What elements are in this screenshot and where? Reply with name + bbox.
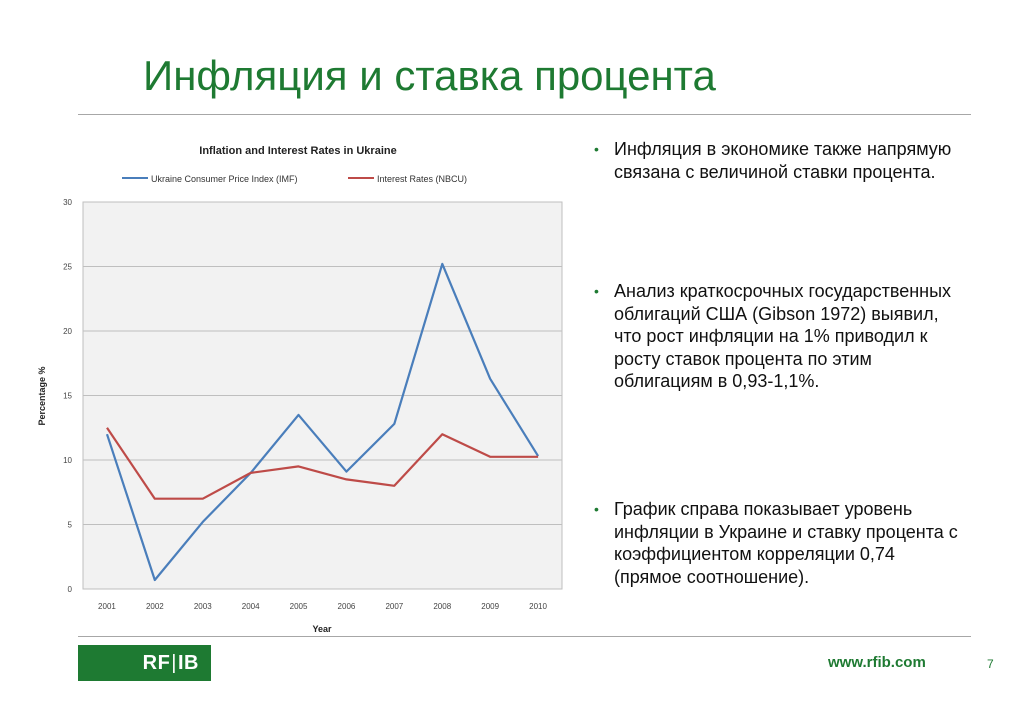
- chart-container: Inflation and Interest Rates in Ukraine …: [30, 130, 580, 640]
- chart-title: Inflation and Interest Rates in Ukraine: [199, 145, 396, 157]
- y-axis-label: Percentage %: [37, 366, 47, 425]
- x-tick-label: 2005: [290, 602, 308, 611]
- website-link[interactable]: www.rfib.com: [828, 654, 926, 671]
- bullet-item: • График справа показывает уровень инфля…: [594, 498, 964, 588]
- x-tick-label: 2002: [146, 602, 164, 611]
- page-number: 7: [987, 657, 994, 671]
- title-divider: [78, 114, 971, 115]
- series-line-cpi: [105, 262, 540, 582]
- y-tick-label: 25: [63, 263, 72, 272]
- bullet-item: • Анализ краткосрочных государственных о…: [594, 280, 964, 393]
- y-tick-label: 0: [68, 585, 73, 594]
- x-tick-label: 2003: [194, 602, 212, 611]
- legend-label-rate: Interest Rates (NBCU): [377, 174, 467, 184]
- bullet-text: Инфляция в экономике также напрямую связ…: [614, 139, 952, 182]
- logo-text-right: IB: [178, 651, 199, 674]
- x-axis-label: Year: [312, 624, 332, 634]
- bullet-dot-icon: •: [594, 141, 599, 157]
- y-tick-label: 15: [63, 392, 72, 401]
- x-tick-label: 2004: [242, 602, 260, 611]
- bullet-item: • Инфляция в экономике также напрямую св…: [594, 138, 964, 183]
- y-tick-label: 20: [63, 327, 72, 336]
- gridlines: [83, 266, 562, 525]
- logo-separator: |: [171, 651, 177, 674]
- x-axis-ticks: 2001 2002 2003 2004 2005 2006 2007 2008 2009 2010: [98, 602, 547, 611]
- y-tick-label: 30: [63, 198, 72, 207]
- x-tick-label: 2009: [481, 602, 499, 611]
- footer-divider: [78, 636, 971, 637]
- line-chart: Inflation and Interest Rates in Ukraine …: [37, 145, 563, 634]
- logo-text-left: RF: [142, 651, 171, 674]
- legend-label-cpi: Ukraine Consumer Price Index (IMF): [151, 174, 298, 184]
- x-tick-label: 2007: [385, 602, 403, 611]
- bullet-text: График справа показывает уровень инфляци…: [614, 499, 958, 587]
- bullet-dot-icon: •: [594, 283, 599, 299]
- x-tick-label: 2010: [529, 602, 547, 611]
- y-axis-ticks: 0 5 10 15 20 25 30: [63, 198, 72, 594]
- x-tick-label: 2001: [98, 602, 116, 611]
- y-tick-label: 5: [68, 521, 73, 530]
- bullet-text: Анализ краткосрочных государственных обл…: [614, 281, 952, 391]
- bullet-dot-icon: •: [594, 501, 599, 517]
- series-line-rate: [106, 427, 539, 500]
- rfib-logo: RF | IB: [78, 645, 211, 681]
- x-tick-label: 2006: [338, 602, 356, 611]
- y-tick-label: 10: [63, 456, 72, 465]
- series-lines: [105, 262, 540, 582]
- x-tick-label: 2008: [433, 602, 451, 611]
- slide-title: Инфляция и ставка процента: [143, 52, 716, 99]
